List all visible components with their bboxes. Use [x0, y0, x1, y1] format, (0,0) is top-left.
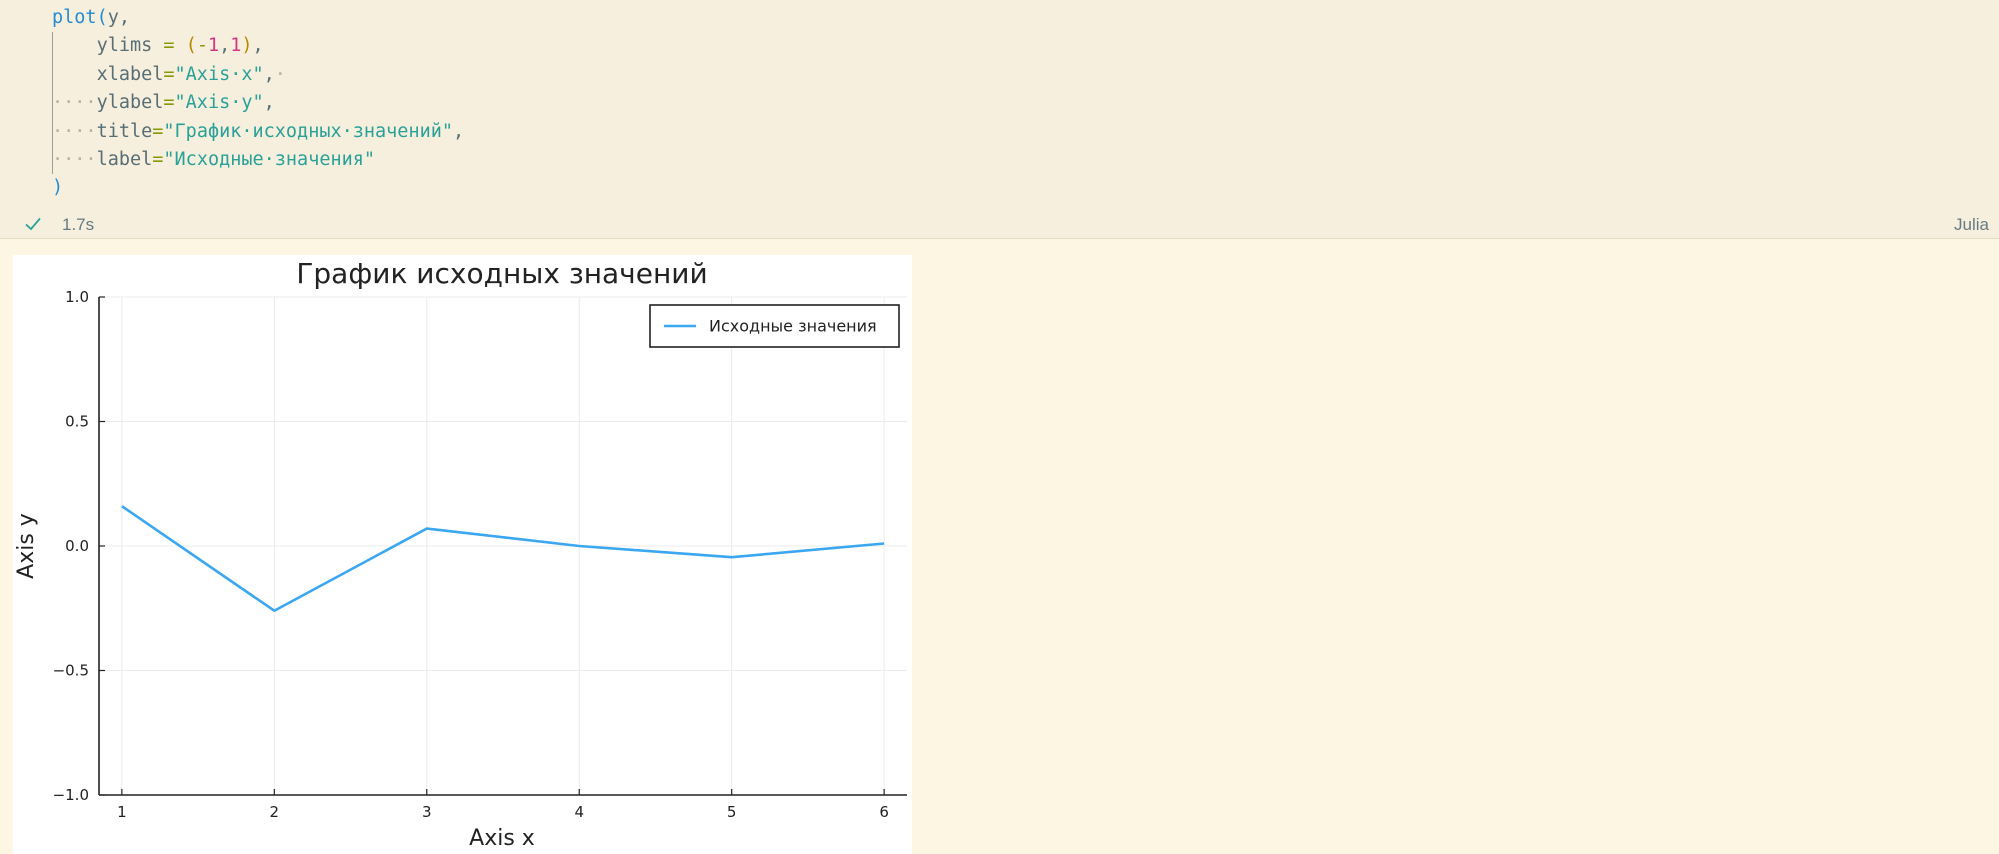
code-token	[52, 35, 97, 56]
code-token: ,	[453, 120, 465, 142]
code-token: (	[96, 7, 108, 28]
code-token: "График·исходных·значений"	[163, 120, 453, 142]
y-tick-label: −0.5	[53, 662, 89, 680]
legend-label: Исходные значения	[709, 317, 877, 336]
code-line[interactable]: ····label="Исходные·значения"	[52, 146, 464, 174]
code-token: 1	[230, 35, 242, 57]
indent-guide	[52, 32, 53, 174]
chart-title: График исходных значений	[296, 257, 707, 290]
code-token: label	[96, 148, 153, 170]
code-token: )	[52, 177, 64, 199]
code-token: xlabel	[96, 63, 164, 85]
code-token: ,	[263, 63, 275, 85]
line-chart: 1 2 3 4 5 6 −1.0 −0.5 0.0 0.5 1.0 График исходных з…	[14, 257, 907, 851]
series-line	[121, 505, 885, 613]
code-token: ylabel	[96, 92, 164, 114]
x-tick-label: 6	[879, 803, 889, 821]
code-token	[52, 64, 97, 85]
y-tick-label: 1.0	[65, 288, 89, 306]
series-layer	[121, 505, 885, 613]
y-tick-label: −1.0	[53, 786, 89, 804]
code-token: plot	[52, 7, 97, 28]
code-token: ····	[52, 120, 97, 142]
code-line[interactable]: ····ylabel="Axis·y",	[52, 89, 464, 117]
axes	[98, 296, 907, 796]
code-line[interactable]: xlabel="Axis·x",·	[52, 61, 464, 89]
code-token: =	[152, 148, 164, 170]
code-token: =	[163, 92, 175, 114]
cell-status-bar: 1.7s Julia	[0, 210, 1999, 238]
code-cell[interactable]: plot(y, ylims = (-1,1), xlabel="Axis·x",…	[0, 0, 1999, 239]
x-tick-label: 3	[422, 803, 432, 821]
x-tick-label: 4	[574, 803, 584, 821]
grid	[99, 296, 907, 796]
code-line[interactable]: plot(y,	[52, 4, 464, 32]
code-token: )	[241, 35, 253, 57]
code-token: ····	[52, 148, 97, 170]
execution-time: 1.7s	[62, 215, 95, 234]
code-token: 1	[207, 35, 220, 57]
legend: Исходные значения	[649, 304, 900, 348]
code-token: ,	[263, 92, 275, 114]
code-token: title	[96, 120, 153, 142]
x-tick-label: 1	[117, 803, 127, 821]
code-token: "Исходные·значения"	[163, 148, 376, 170]
x-axis-label: Axis x	[469, 826, 535, 851]
cell-language-label[interactable]: Julia	[1954, 215, 1989, 234]
code-token: y,	[107, 7, 130, 28]
labels: 1 2 3 4 5 6 −1.0 −0.5 0.0 0.5 1.0 График исходных з…	[14, 257, 889, 851]
code-token: "Axis·y"	[174, 92, 264, 114]
x-tick-label: 5	[727, 803, 737, 821]
code-token: ,	[219, 35, 231, 57]
code-token: =	[152, 120, 164, 142]
code-line[interactable]: ylims = (-1,1),	[52, 32, 464, 60]
code-token: (	[185, 35, 197, 57]
y-axis-label: Axis y	[14, 513, 39, 579]
y-tick-label: 0.5	[65, 413, 89, 431]
code-editor[interactable]: plot(y, ylims = (-1,1), xlabel="Axis·x",…	[52, 4, 464, 203]
code-token: "Axis·x"	[174, 63, 264, 85]
check-icon	[24, 215, 42, 233]
code-line[interactable]: ····title="График·исходных·значений",	[52, 118, 464, 146]
code-token: =	[163, 63, 175, 85]
code-token: ·	[274, 63, 286, 85]
code-token: ,	[252, 35, 264, 57]
code-token: =	[152, 35, 186, 57]
x-tick-label: 2	[270, 803, 280, 821]
code-line[interactable]: )	[52, 174, 464, 202]
code-token: ylims	[96, 35, 153, 57]
y-tick-label: 0.0	[65, 537, 89, 555]
cell-output: 1 2 3 4 5 6 −1.0 −0.5 0.0 0.5 1.0 График исходных з…	[13, 255, 912, 854]
code-token: ····	[52, 92, 97, 114]
legend-box	[649, 304, 900, 348]
code-token: -	[196, 35, 208, 57]
